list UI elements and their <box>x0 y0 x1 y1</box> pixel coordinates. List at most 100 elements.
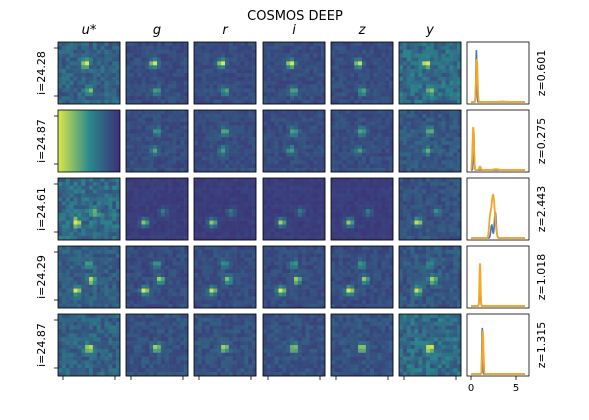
cutout-frame <box>398 245 462 309</box>
pdf-curve-main <box>471 330 525 375</box>
band-header-4: z <box>358 23 367 38</box>
pdf-curve-main <box>471 58 525 103</box>
pdf-tick-label-1: 5 <box>513 383 519 394</box>
cutout-r0-i <box>262 41 326 105</box>
cutout-r0-g <box>125 41 189 105</box>
cutout-r3-i <box>262 245 326 309</box>
mag-label-4: i=24.87 <box>35 323 48 367</box>
pdf-panel-0 <box>466 41 530 105</box>
cutout-frame <box>398 41 462 105</box>
z-label-0: z=0.601 <box>535 50 548 96</box>
cutout-r3-z <box>330 245 394 309</box>
band-headers: u* g r i z y <box>82 23 435 38</box>
cutout-r4-i <box>262 313 326 380</box>
z-label-3: z=1.018 <box>535 254 548 300</box>
row-labels: i=24.28 i=24.87 i=24.61 i=24.29 i=24.87 <box>35 51 48 367</box>
band-header-3: i <box>292 23 296 38</box>
cutout-r2-y <box>398 177 462 241</box>
cutout-r1-g <box>125 109 189 173</box>
cutout-frame <box>125 109 189 173</box>
cutout-frame <box>330 177 394 241</box>
pdf-column <box>466 41 530 377</box>
pdf-frame <box>466 177 530 241</box>
cutout-frame <box>125 313 189 377</box>
cutout-frame <box>262 313 326 377</box>
cutout-frame <box>398 313 462 377</box>
cutout-frame <box>57 313 121 377</box>
mag-label-1: i=24.87 <box>35 119 48 163</box>
mag-label-2: i=24.61 <box>35 187 48 231</box>
cutout-frame <box>57 41 121 105</box>
pdf-panel-1 <box>466 109 530 173</box>
cutout-frame <box>193 109 257 173</box>
cutout-r0-z <box>330 41 394 105</box>
pdf-frame <box>466 313 530 377</box>
cutout-frame <box>125 177 189 241</box>
cutout-r1-i <box>262 109 326 173</box>
cutout-frame <box>262 245 326 309</box>
pdf-panel-3 <box>466 245 530 309</box>
cutout-r1-r <box>193 109 257 173</box>
cutout-frame <box>398 177 462 241</box>
cutout-frame <box>330 109 394 173</box>
cutout-frame <box>57 109 121 173</box>
cutout-r2-g <box>125 177 189 241</box>
cutout-frame <box>330 41 394 105</box>
mag-label-0: i=24.28 <box>35 51 48 95</box>
cutout-r0-r <box>193 41 257 105</box>
cutout-frame <box>125 41 189 105</box>
mag-label-3: i=24.29 <box>35 255 48 299</box>
cutout-frame <box>330 245 394 309</box>
cutout-r2-z <box>330 177 394 241</box>
cutout-r1-u* <box>54 109 121 173</box>
cutout-r2-i <box>262 177 326 241</box>
cutout-r2-r <box>193 177 257 241</box>
z-label-4: z=1.315 <box>535 322 548 368</box>
cutout-frame <box>193 313 257 377</box>
pdf-panel-4 <box>466 313 530 377</box>
cutout-frame <box>125 245 189 309</box>
u-missing-fill <box>58 110 120 172</box>
pdf-curve-main <box>471 263 525 307</box>
z-label-1: z=0.275 <box>535 118 548 164</box>
band-header-5: y <box>425 23 434 38</box>
cutout-r3-u* <box>54 245 121 309</box>
cutout-r0-u* <box>54 41 121 105</box>
figure-title: COSMOS DEEP <box>247 9 343 24</box>
cutout-r2-u* <box>54 177 121 241</box>
cutout-r1-z <box>330 109 394 173</box>
cutout-r1-y <box>398 109 462 173</box>
cutout-r4-u* <box>54 313 121 380</box>
cutout-frame <box>330 313 394 377</box>
pdf-tick-label-0: 0 <box>468 383 474 394</box>
cutout-r4-g <box>125 313 189 380</box>
cutout-frame <box>193 245 257 309</box>
cutout-frame <box>262 109 326 173</box>
cutout-r4-r <box>193 313 257 380</box>
cutout-grid <box>54 41 462 380</box>
cutout-frame <box>193 41 257 105</box>
band-header-1: g <box>153 23 161 38</box>
cutout-r3-r <box>193 245 257 309</box>
band-header-2: r <box>222 23 229 38</box>
pdf-frame <box>466 109 530 173</box>
redshift-labels: z=0.601 z=0.275 z=2.443 z=1.018 z=1.315 <box>535 50 548 368</box>
cutout-frame <box>193 177 257 241</box>
cutout-r3-g <box>125 245 189 309</box>
cutout-frame <box>57 177 121 241</box>
cutout-frame <box>262 41 326 105</box>
cutout-frame <box>398 109 462 173</box>
cutout-frame <box>57 245 121 309</box>
cutout-r4-z <box>330 313 394 380</box>
cutout-r4-y <box>398 313 462 380</box>
z-label-2: z=2.443 <box>535 186 548 232</box>
cutout-frame <box>262 177 326 241</box>
pdf-curve-main <box>470 126 525 171</box>
cutout-r0-y <box>398 41 462 105</box>
band-header-0: u* <box>82 23 97 38</box>
cutout-r3-y <box>398 245 462 309</box>
pdf-curve-main <box>471 193 525 239</box>
pdf-panel-2 <box>466 177 530 241</box>
